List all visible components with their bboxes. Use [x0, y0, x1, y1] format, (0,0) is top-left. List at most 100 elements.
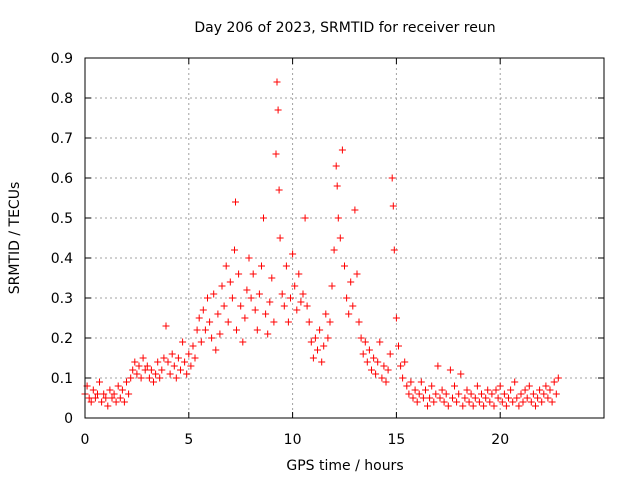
data-point-plus-marker	[166, 370, 174, 378]
data-point-plus-marker	[540, 390, 548, 398]
data-point-plus-marker	[496, 382, 504, 390]
data-point-plus-marker	[147, 366, 155, 374]
x-tick-label: 10	[284, 432, 302, 448]
data-point-plus-marker	[272, 150, 280, 158]
data-point-plus-marker	[334, 214, 342, 222]
data-point-plus-marker	[361, 338, 369, 346]
data-point-plus-marker	[382, 378, 390, 386]
data-point-plus-marker	[509, 398, 517, 406]
data-point-plus-marker	[523, 394, 531, 402]
data-point-plus-marker	[235, 270, 243, 278]
data-point-plus-marker	[401, 358, 409, 366]
data-point-plus-marker	[193, 326, 201, 334]
x-tick-label: 0	[81, 432, 90, 448]
y-axis-label: SRMTID / TECUs	[7, 182, 23, 295]
data-point-plus-marker	[318, 358, 326, 366]
data-point-plus-marker	[237, 302, 245, 310]
data-point-plus-marker	[413, 398, 421, 406]
data-point-plus-marker	[417, 378, 425, 386]
data-point-plus-marker	[320, 342, 328, 350]
data-point-plus-marker	[502, 402, 510, 410]
data-point-plus-marker	[232, 198, 239, 206]
data-point-plus-marker	[550, 378, 558, 386]
data-point-plus-marker	[89, 386, 97, 394]
data-point-plus-marker	[430, 398, 438, 406]
data-point-plus-marker	[116, 394, 124, 402]
data-point-plus-marker	[125, 390, 133, 398]
data-point-plus-marker	[284, 318, 292, 326]
data-point-plus-marker	[197, 338, 205, 346]
data-point-plus-marker	[152, 370, 160, 378]
data-point-plus-marker	[444, 402, 452, 410]
data-point-plus-marker	[536, 386, 544, 394]
data-point-plus-marker	[471, 394, 479, 402]
data-point-plus-marker	[123, 378, 130, 386]
data-point-plus-marker	[326, 318, 334, 326]
data-point-plus-marker	[505, 394, 512, 402]
data-point-plus-marker	[270, 318, 278, 326]
data-point-plus-marker	[378, 374, 386, 382]
data-point-plus-marker	[241, 314, 249, 322]
data-point-plus-marker	[486, 398, 494, 406]
data-point-plus-marker	[475, 398, 483, 406]
data-point-plus-marker	[482, 394, 490, 402]
data-point-plus-marker	[534, 394, 542, 402]
data-point-plus-marker	[480, 402, 488, 410]
data-point-plus-marker	[544, 394, 552, 402]
data-point-plus-marker	[212, 346, 220, 354]
data-point-plus-marker	[405, 390, 413, 398]
data-point-plus-marker	[347, 278, 355, 286]
data-point-plus-marker	[409, 394, 417, 402]
data-point-plus-marker	[156, 374, 164, 382]
data-point-plus-marker	[363, 358, 371, 366]
data-point-plus-marker	[372, 370, 380, 378]
data-point-plus-marker	[85, 394, 93, 402]
data-point-plus-marker	[110, 390, 118, 398]
data-point-plus-marker	[183, 370, 191, 378]
data-point-plus-marker	[494, 394, 502, 402]
data-point-plus-marker	[542, 382, 550, 390]
data-point-plus-marker	[538, 398, 546, 406]
data-point-plus-marker	[245, 254, 253, 262]
data-point-plus-marker	[395, 342, 402, 350]
data-point-plus-marker	[374, 358, 382, 366]
data-point-plus-marker	[172, 374, 180, 382]
data-point-plus-marker	[137, 374, 145, 382]
data-point-plus-marker	[469, 402, 477, 410]
data-point-plus-marker	[289, 250, 297, 258]
data-point-plus-marker	[341, 262, 348, 270]
data-point-plus-marker	[177, 366, 184, 374]
data-point-plus-marker	[343, 294, 351, 302]
data-point-plus-marker	[251, 306, 259, 314]
data-point-plus-marker	[359, 350, 367, 358]
data-point-plus-marker	[102, 394, 110, 402]
data-point-plus-marker	[187, 362, 195, 370]
data-point-plus-marker	[135, 362, 143, 370]
data-point-plus-marker	[216, 330, 224, 338]
data-marks	[81, 78, 562, 410]
data-point-plus-marker	[275, 186, 283, 194]
data-point-plus-marker	[154, 358, 162, 366]
data-point-plus-marker	[451, 382, 458, 390]
data-point-plus-marker	[255, 290, 263, 298]
data-point-plus-marker	[353, 270, 361, 278]
data-point-plus-marker	[114, 382, 122, 390]
chart-title: Day 206 of 2023, SRMTID for receiver reu…	[194, 20, 495, 36]
data-point-plus-marker	[228, 294, 236, 302]
data-point-plus-marker	[517, 390, 525, 398]
data-point-plus-marker	[295, 270, 303, 278]
data-point-plus-marker	[332, 162, 340, 170]
data-point-plus-marker	[299, 290, 307, 298]
data-point-plus-marker	[218, 282, 226, 290]
data-point-plus-marker	[185, 350, 193, 358]
data-point-plus-marker	[457, 370, 465, 378]
data-point-plus-marker	[521, 386, 529, 394]
y-tick-label: 0.6	[51, 171, 73, 187]
data-point-plus-marker	[355, 318, 363, 326]
data-point-plus-marker	[274, 106, 282, 114]
data-point-plus-marker	[453, 398, 461, 406]
data-point-plus-marker	[224, 318, 232, 326]
data-point-plus-marker	[397, 362, 405, 370]
data-point-plus-marker	[260, 214, 267, 222]
data-point-plus-marker	[293, 306, 301, 314]
